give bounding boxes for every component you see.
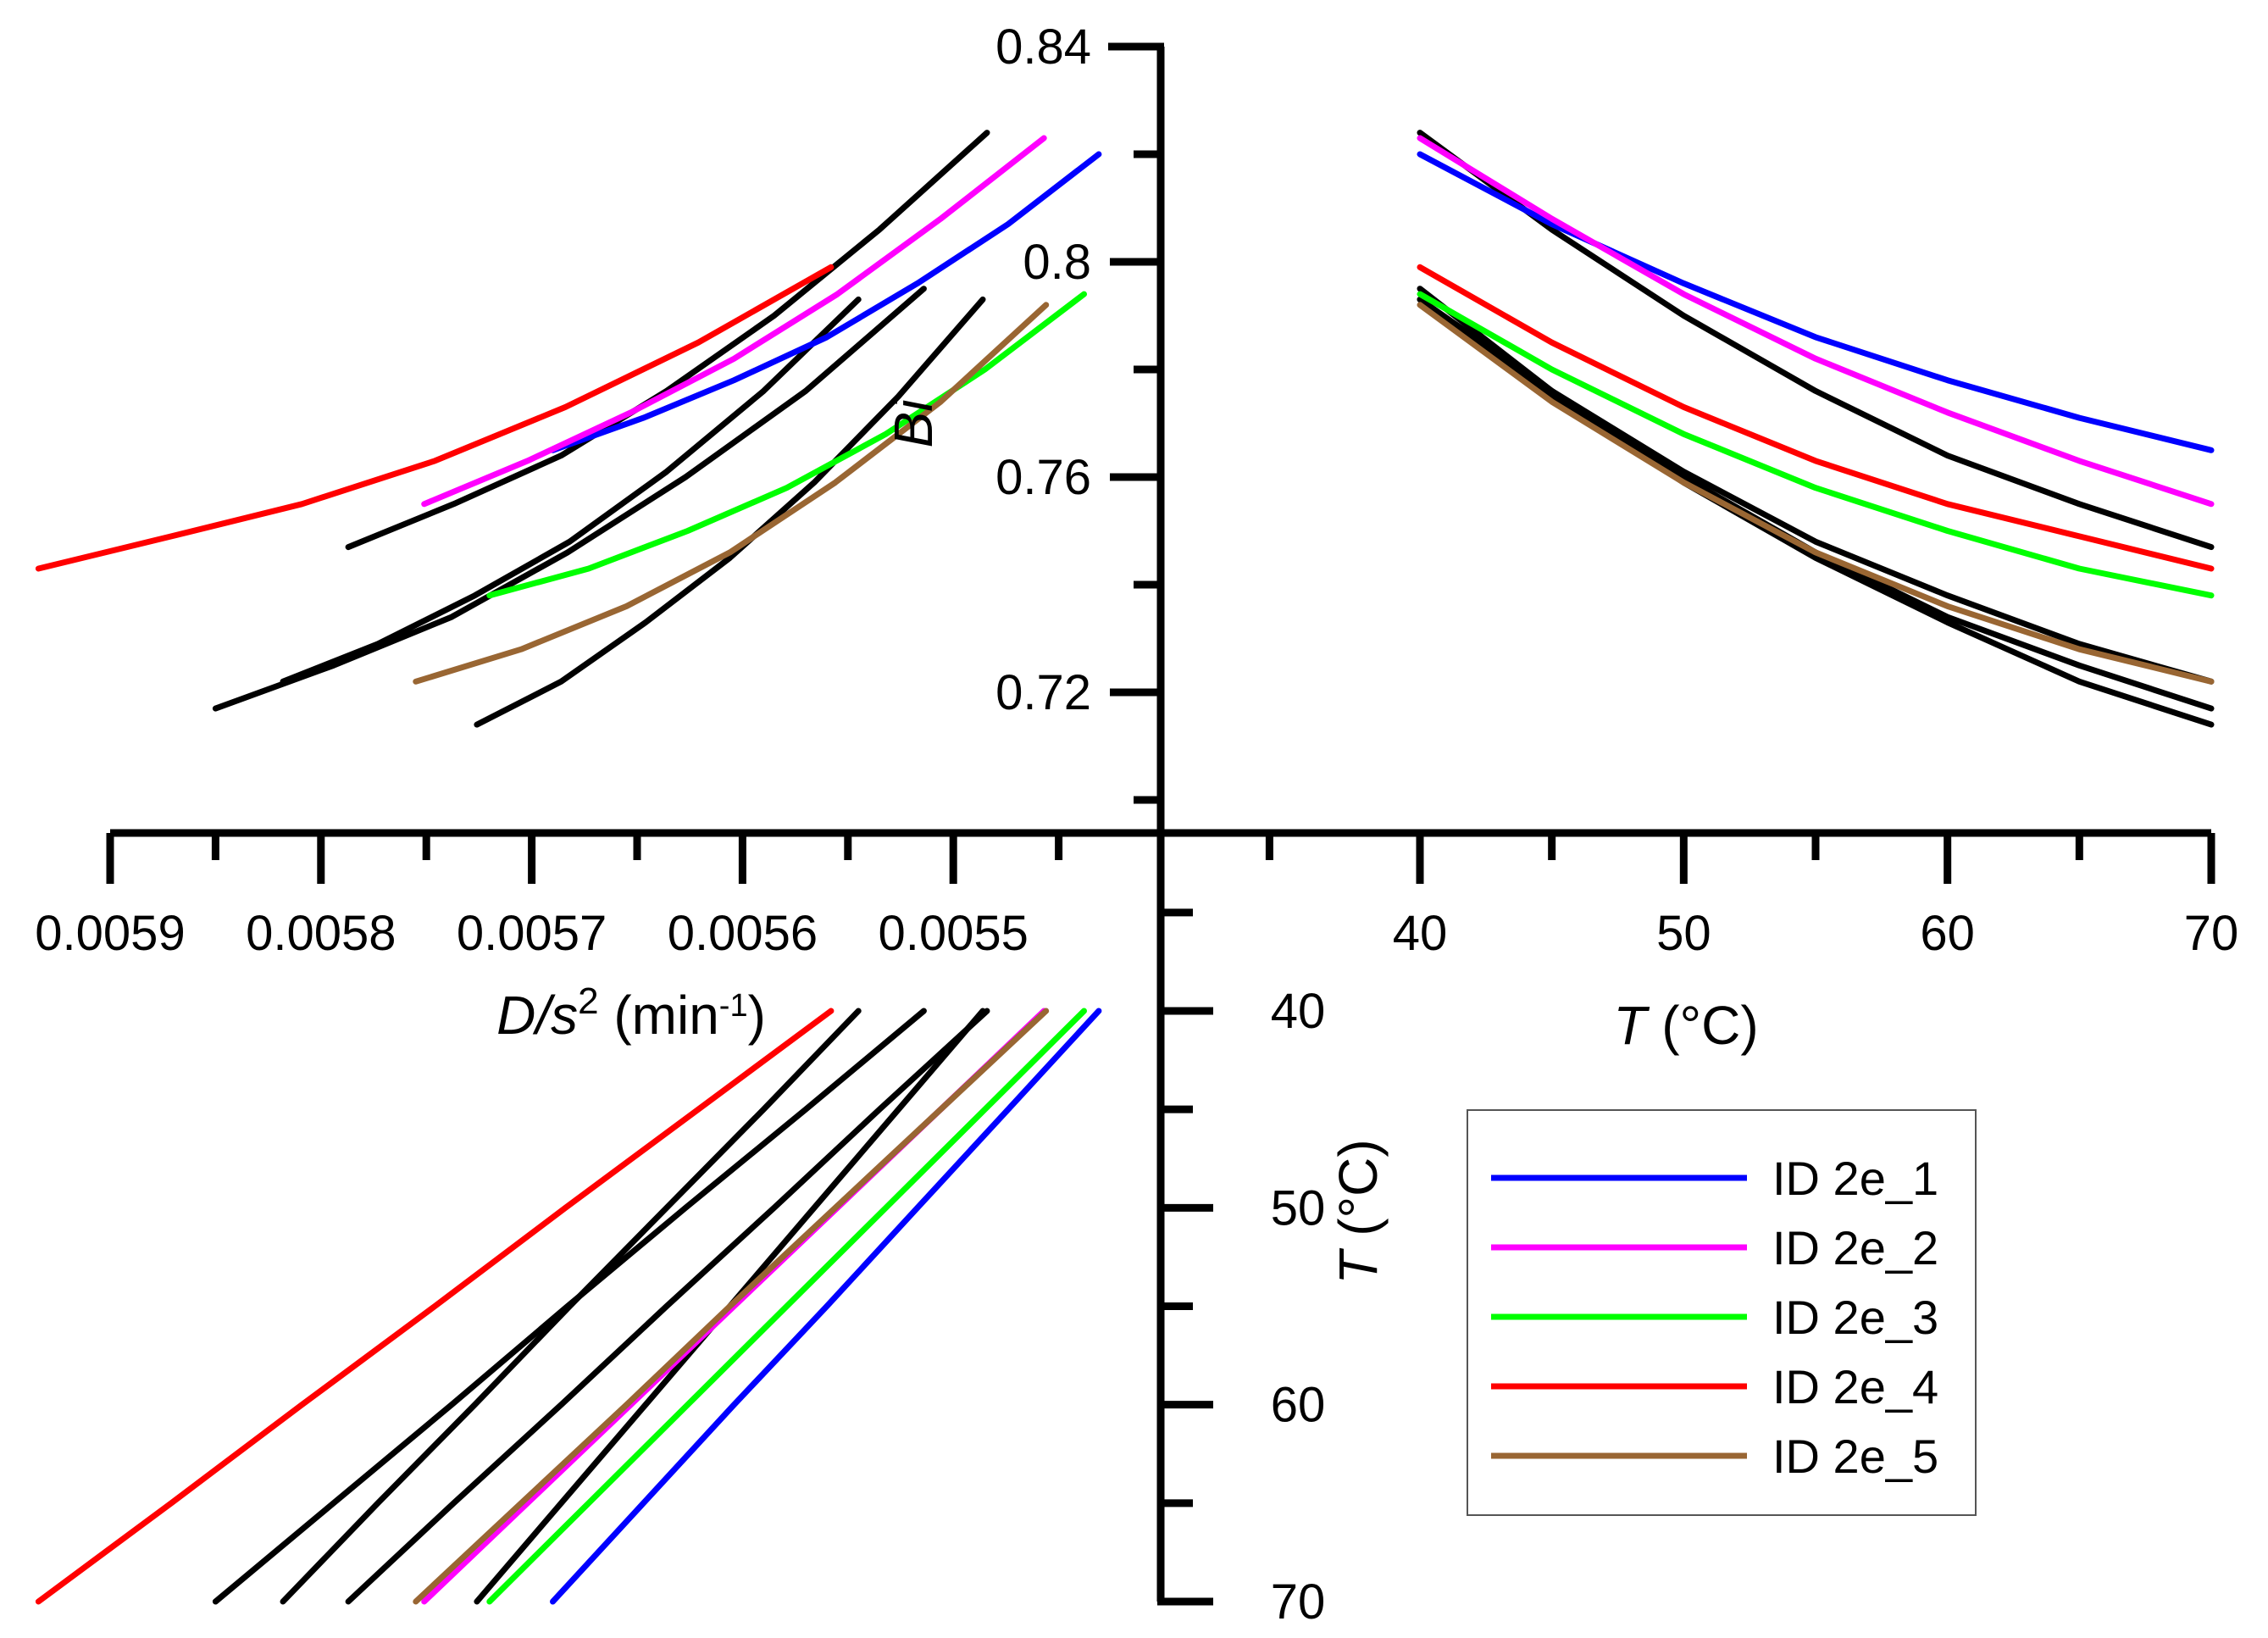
curve-reference-black-d-vs-bi xyxy=(474,296,986,728)
legend: ID 2e_1 ID 2e_2 ID 2e_3 ID 2e_4 ID 2e_5 xyxy=(1467,1109,1977,1516)
curve-id-2e_2-t-vs-bi xyxy=(1417,135,2215,508)
curve-id-2e_2-d-vs-bi xyxy=(421,135,1047,508)
legend-label: ID 2e_2 xyxy=(1772,1221,1938,1274)
temperature-vertical-tick-label: 40 xyxy=(1271,984,1326,1039)
curves-layer xyxy=(35,130,2215,1605)
bi-tick-label: 0.84 xyxy=(995,19,1091,75)
temperature-tick-label: 40 xyxy=(1393,906,1448,961)
bi-tick-label: 0.72 xyxy=(995,665,1091,720)
d-over-s2-tick-label: 0.0055 xyxy=(878,906,1028,961)
curve-id-2e_5-d-vs-bi xyxy=(413,302,1050,685)
curve-id-2e_4-d-vs-bi xyxy=(35,264,835,572)
ticks-layer: 0.72 0.76 0.8 0.84 40 50 60 70 0.0059 0.0058 0.005… xyxy=(35,19,2238,1630)
temperature-tick-label: 50 xyxy=(1656,906,1711,961)
d-over-s2-axis-title: D/s2 (min-1) xyxy=(496,980,766,1047)
curve-id-2e_3-d-vs-t xyxy=(486,1008,1087,1605)
curve-reference-black-t-vs-bi xyxy=(1417,296,2215,685)
legend-label: ID 2e_5 xyxy=(1772,1430,1938,1483)
d-over-s2-tick-label: 0.0059 xyxy=(35,906,185,961)
bi-tick-label: 0.76 xyxy=(995,450,1091,505)
curve-reference-black-d-vs-t xyxy=(280,1008,862,1605)
temperature-tick-label: 70 xyxy=(2184,906,2239,961)
d-over-s2-tick-label: 0.0056 xyxy=(668,906,818,961)
legend-label: ID 2e_4 xyxy=(1772,1360,1938,1413)
temperature-tick-label: 60 xyxy=(1920,906,1975,961)
bi-tick-label: 0.8 xyxy=(1023,235,1091,290)
curve-reference-black-d-vs-bi xyxy=(212,286,927,712)
legend-label: ID 2e_1 xyxy=(1772,1152,1938,1205)
curve-reference-black-t-vs-bi xyxy=(1417,130,2215,551)
titles-layer: Bi T (°C) D/s2 (min-1) T (°C) xyxy=(496,398,1759,1285)
curve-id-2e_1-d-vs-t xyxy=(550,1008,1102,1605)
curve-id-2e_5-d-vs-t xyxy=(413,1008,1050,1605)
curve-id-2e_1-t-vs-bi xyxy=(1417,151,2215,453)
temperature-vertical-tick-label: 60 xyxy=(1271,1378,1326,1433)
temperature-vertical-tick-label: 70 xyxy=(1271,1574,1326,1630)
legend-label: ID 2e_3 xyxy=(1772,1291,1938,1344)
curve-id-2e_5-t-vs-bi xyxy=(1417,302,2215,685)
temperature-vertical-axis-title: T (°C) xyxy=(1328,1139,1389,1284)
curve-reference-black-d-vs-bi xyxy=(280,296,862,685)
temperature-vertical-tick-label: 50 xyxy=(1271,1180,1326,1235)
curve-id-2e_3-d-vs-bi xyxy=(486,291,1087,599)
d-over-s2-tick-label: 0.0057 xyxy=(457,906,607,961)
curve-id-2e_4-d-vs-t xyxy=(35,1008,835,1605)
curve-id-2e_4-t-vs-bi xyxy=(1417,264,2215,572)
curve-id-2e_1-d-vs-bi xyxy=(550,151,1102,453)
curve-reference-black-d-vs-bi xyxy=(345,130,990,551)
curve-id-2e_3-t-vs-bi xyxy=(1417,291,2215,599)
bi-axis-title: Bi xyxy=(883,398,944,448)
curve-reference-black-d-vs-t xyxy=(345,1008,990,1605)
curve-reference-black-t-vs-bi xyxy=(1417,296,2215,728)
temperature-axis-title: T (°C) xyxy=(1613,995,1758,1056)
d-over-s2-tick-label: 0.0058 xyxy=(246,906,396,961)
